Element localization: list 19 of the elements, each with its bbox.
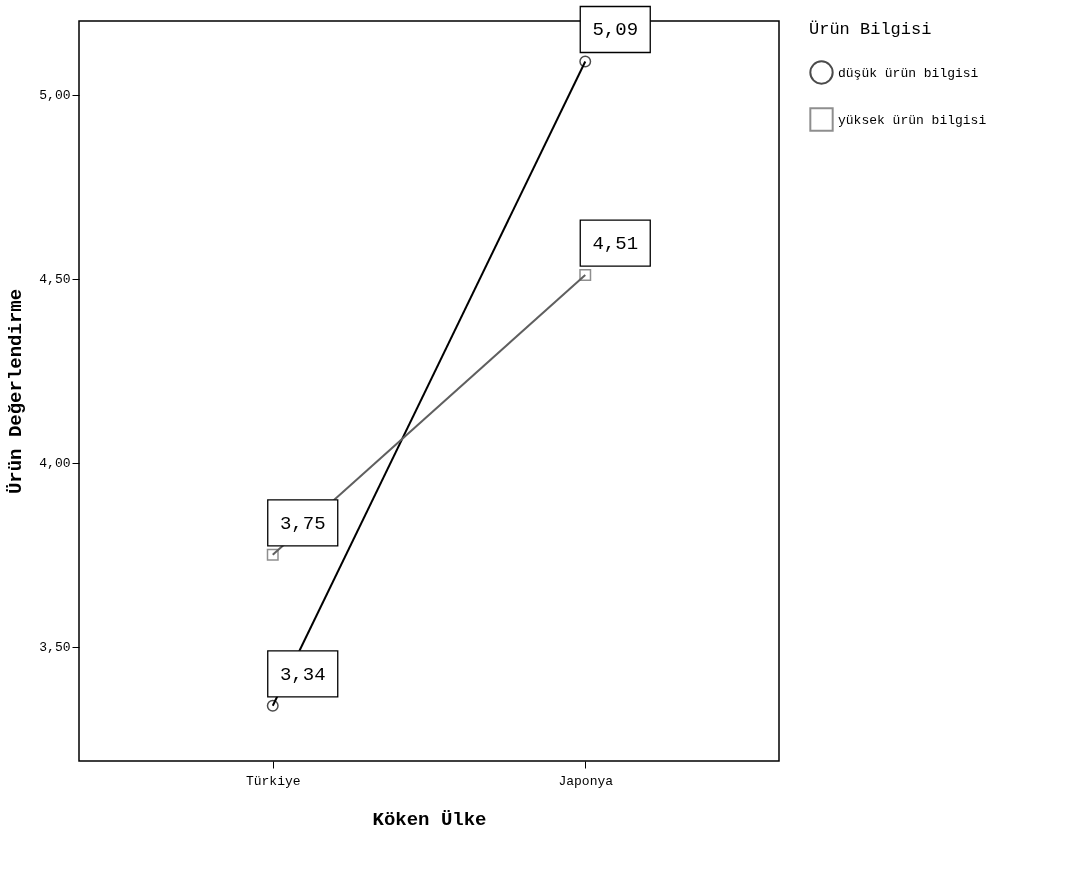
x-tick-label: Türkiye <box>245 773 301 789</box>
point <box>266 699 279 712</box>
data-label: 5,09 <box>592 19 639 42</box>
legend-title: Ürün Bilgisi <box>809 20 932 39</box>
data-label: 4,51 <box>592 233 639 256</box>
point <box>579 269 592 282</box>
y-axis-title: Ürün Değerlendirme <box>5 288 28 495</box>
y-tick-label: 5,00 <box>39 88 71 104</box>
y-tick-label: 4,00 <box>39 456 71 472</box>
y-tick-label: 3,50 <box>39 640 71 656</box>
y-tick-label: 4,50 <box>39 272 71 288</box>
data-label: 3,75 <box>279 512 326 535</box>
point <box>579 55 592 68</box>
legend-label: yüksek ürün bilgisi <box>838 112 987 128</box>
point <box>266 548 279 561</box>
data-label: 3,34 <box>279 663 326 686</box>
legend-label: düşük ürün bilgisi <box>838 65 979 81</box>
x-axis-title: Köken Ülke <box>372 808 487 831</box>
x-tick-label: Japonya <box>558 773 614 789</box>
